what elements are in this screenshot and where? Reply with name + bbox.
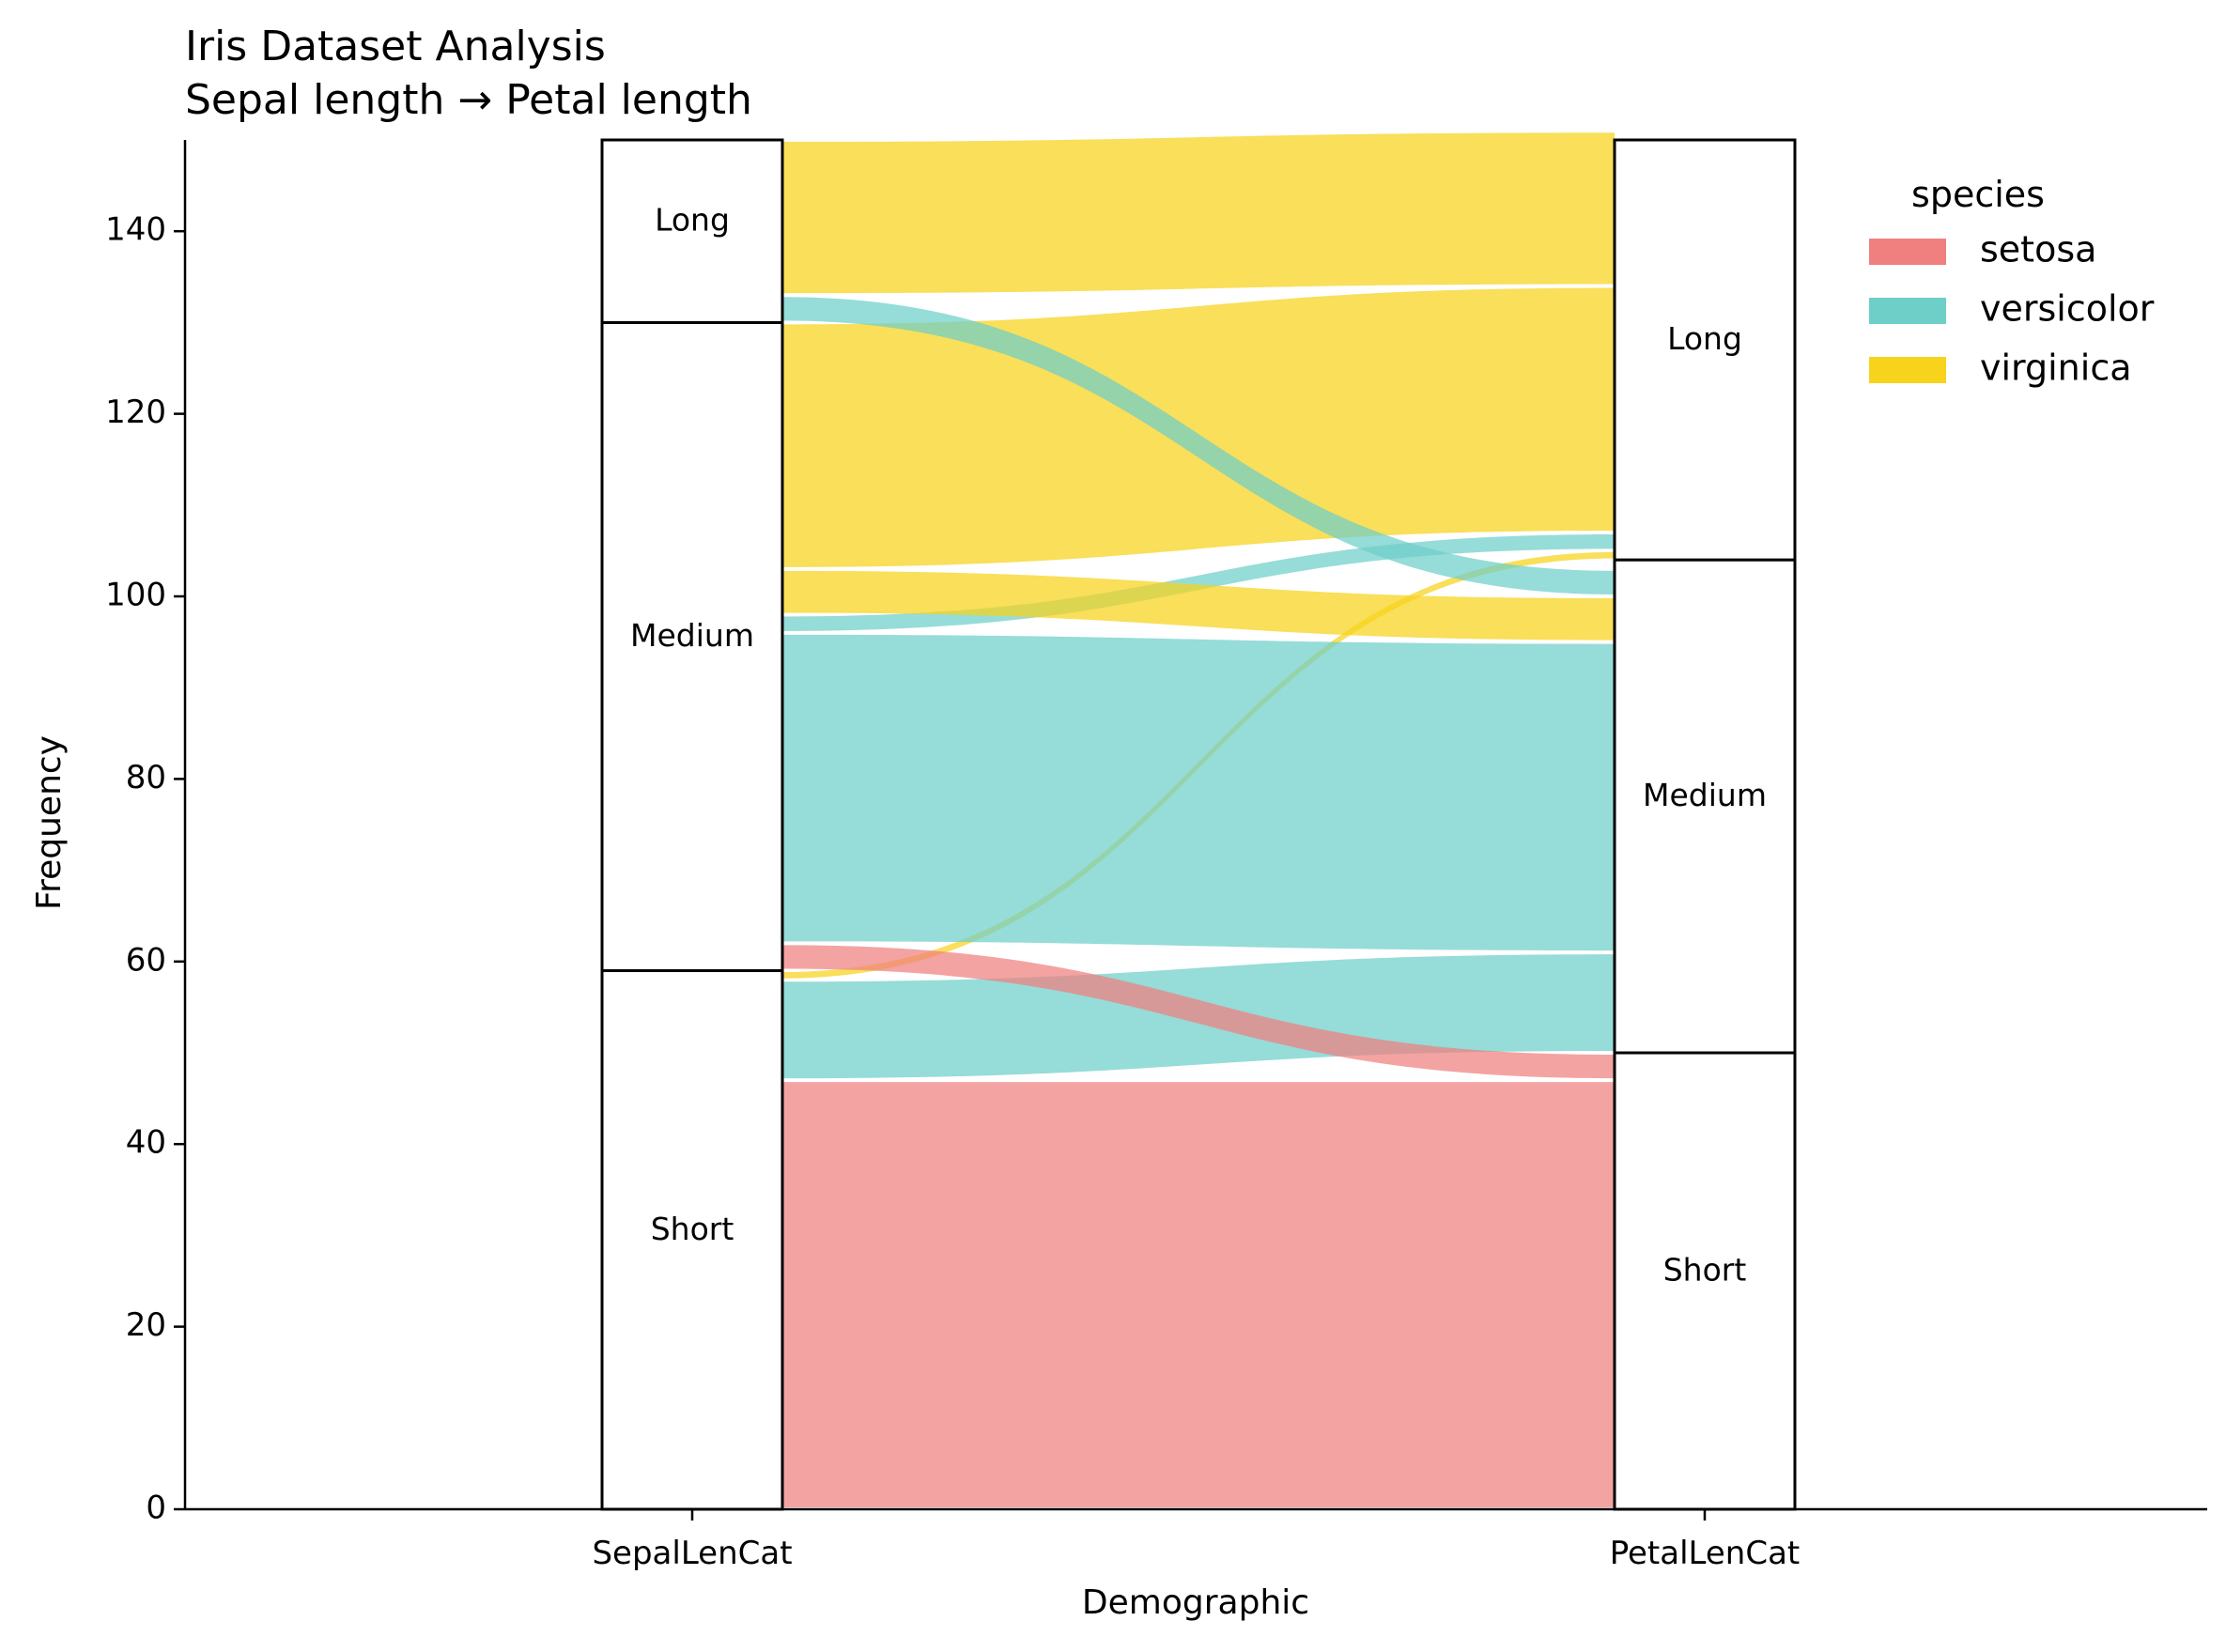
legend-swatch-versicolor <box>1869 298 1946 324</box>
flow-versicolor-long-to-medium <box>782 297 1615 594</box>
stratum-label-sepallencat-medium: Medium <box>630 617 754 654</box>
flows-layer <box>782 132 1615 1507</box>
chart-subtitle: Sepal length → Petal length <box>185 76 752 124</box>
stratum-petallencat-short <box>1613 1051 1797 1511</box>
flow-setosa-short-to-short <box>782 1082 1615 1507</box>
stratum-label-sepallencat-long: Long <box>655 202 730 239</box>
stratum-label-petallencat-long: Long <box>1667 320 1742 357</box>
y-tick-label-140: 140 <box>105 211 166 249</box>
flow-versicolor-medium-to-long <box>782 533 1615 631</box>
x-tick-label-sepallencat: SepalLenCat <box>592 1535 792 1572</box>
legend-swatch-setosa <box>1869 239 1946 265</box>
chart-title: Iris Dataset Analysis <box>185 23 606 70</box>
legend: species setosa versicolor virginica <box>1869 174 2155 389</box>
x-axis-label: Demographic <box>1082 1583 1309 1622</box>
y-tick-label-20: 20 <box>126 1306 166 1344</box>
legend-swatch-virginica <box>1869 357 1946 383</box>
axes-layer: 0 20 40 60 80 100 120 140 SepalLenCat PetalLenCat <box>105 140 2207 1572</box>
y-tick-label-120: 120 <box>105 394 166 431</box>
flow-virginica-long-to-long <box>782 132 1615 294</box>
strata-layer: Short Medium Long Short Medium Long <box>600 138 1797 1511</box>
legend-label-virginica: virginica <box>1980 347 2132 389</box>
stratum-label-sepallencat-short: Short <box>651 1211 734 1247</box>
stratum-petallencat-long <box>1613 138 1797 562</box>
y-tick-label-60: 60 <box>126 941 166 979</box>
y-tick-label-0: 0 <box>146 1490 166 1527</box>
stratum-label-petallencat-short: Short <box>1663 1252 1747 1289</box>
y-tick-label-80: 80 <box>126 759 166 796</box>
stratum-petallencat-medium <box>1613 558 1797 1055</box>
stratum-sepallencat-long <box>600 138 784 324</box>
x-tick-label-petallencat: PetalLenCat <box>1610 1535 1801 1572</box>
legend-title: species <box>1911 174 2045 215</box>
y-tick-label-100: 100 <box>105 577 166 614</box>
legend-label-versicolor: versicolor <box>1980 288 2155 330</box>
legend-label-setosa: setosa <box>1980 229 2096 270</box>
flow-setosa-medium-to-short <box>782 945 1615 1079</box>
y-tick-label-40: 40 <box>126 1124 166 1162</box>
y-axis-label: Frequency <box>30 735 69 910</box>
stratum-label-petallencat-medium: Medium <box>1643 777 1767 813</box>
flow-versicolor-medium-to-medium <box>782 634 1615 951</box>
flow-virginica-medium-to-medium <box>782 570 1615 641</box>
flow-virginica-medium-to-long <box>782 287 1615 567</box>
